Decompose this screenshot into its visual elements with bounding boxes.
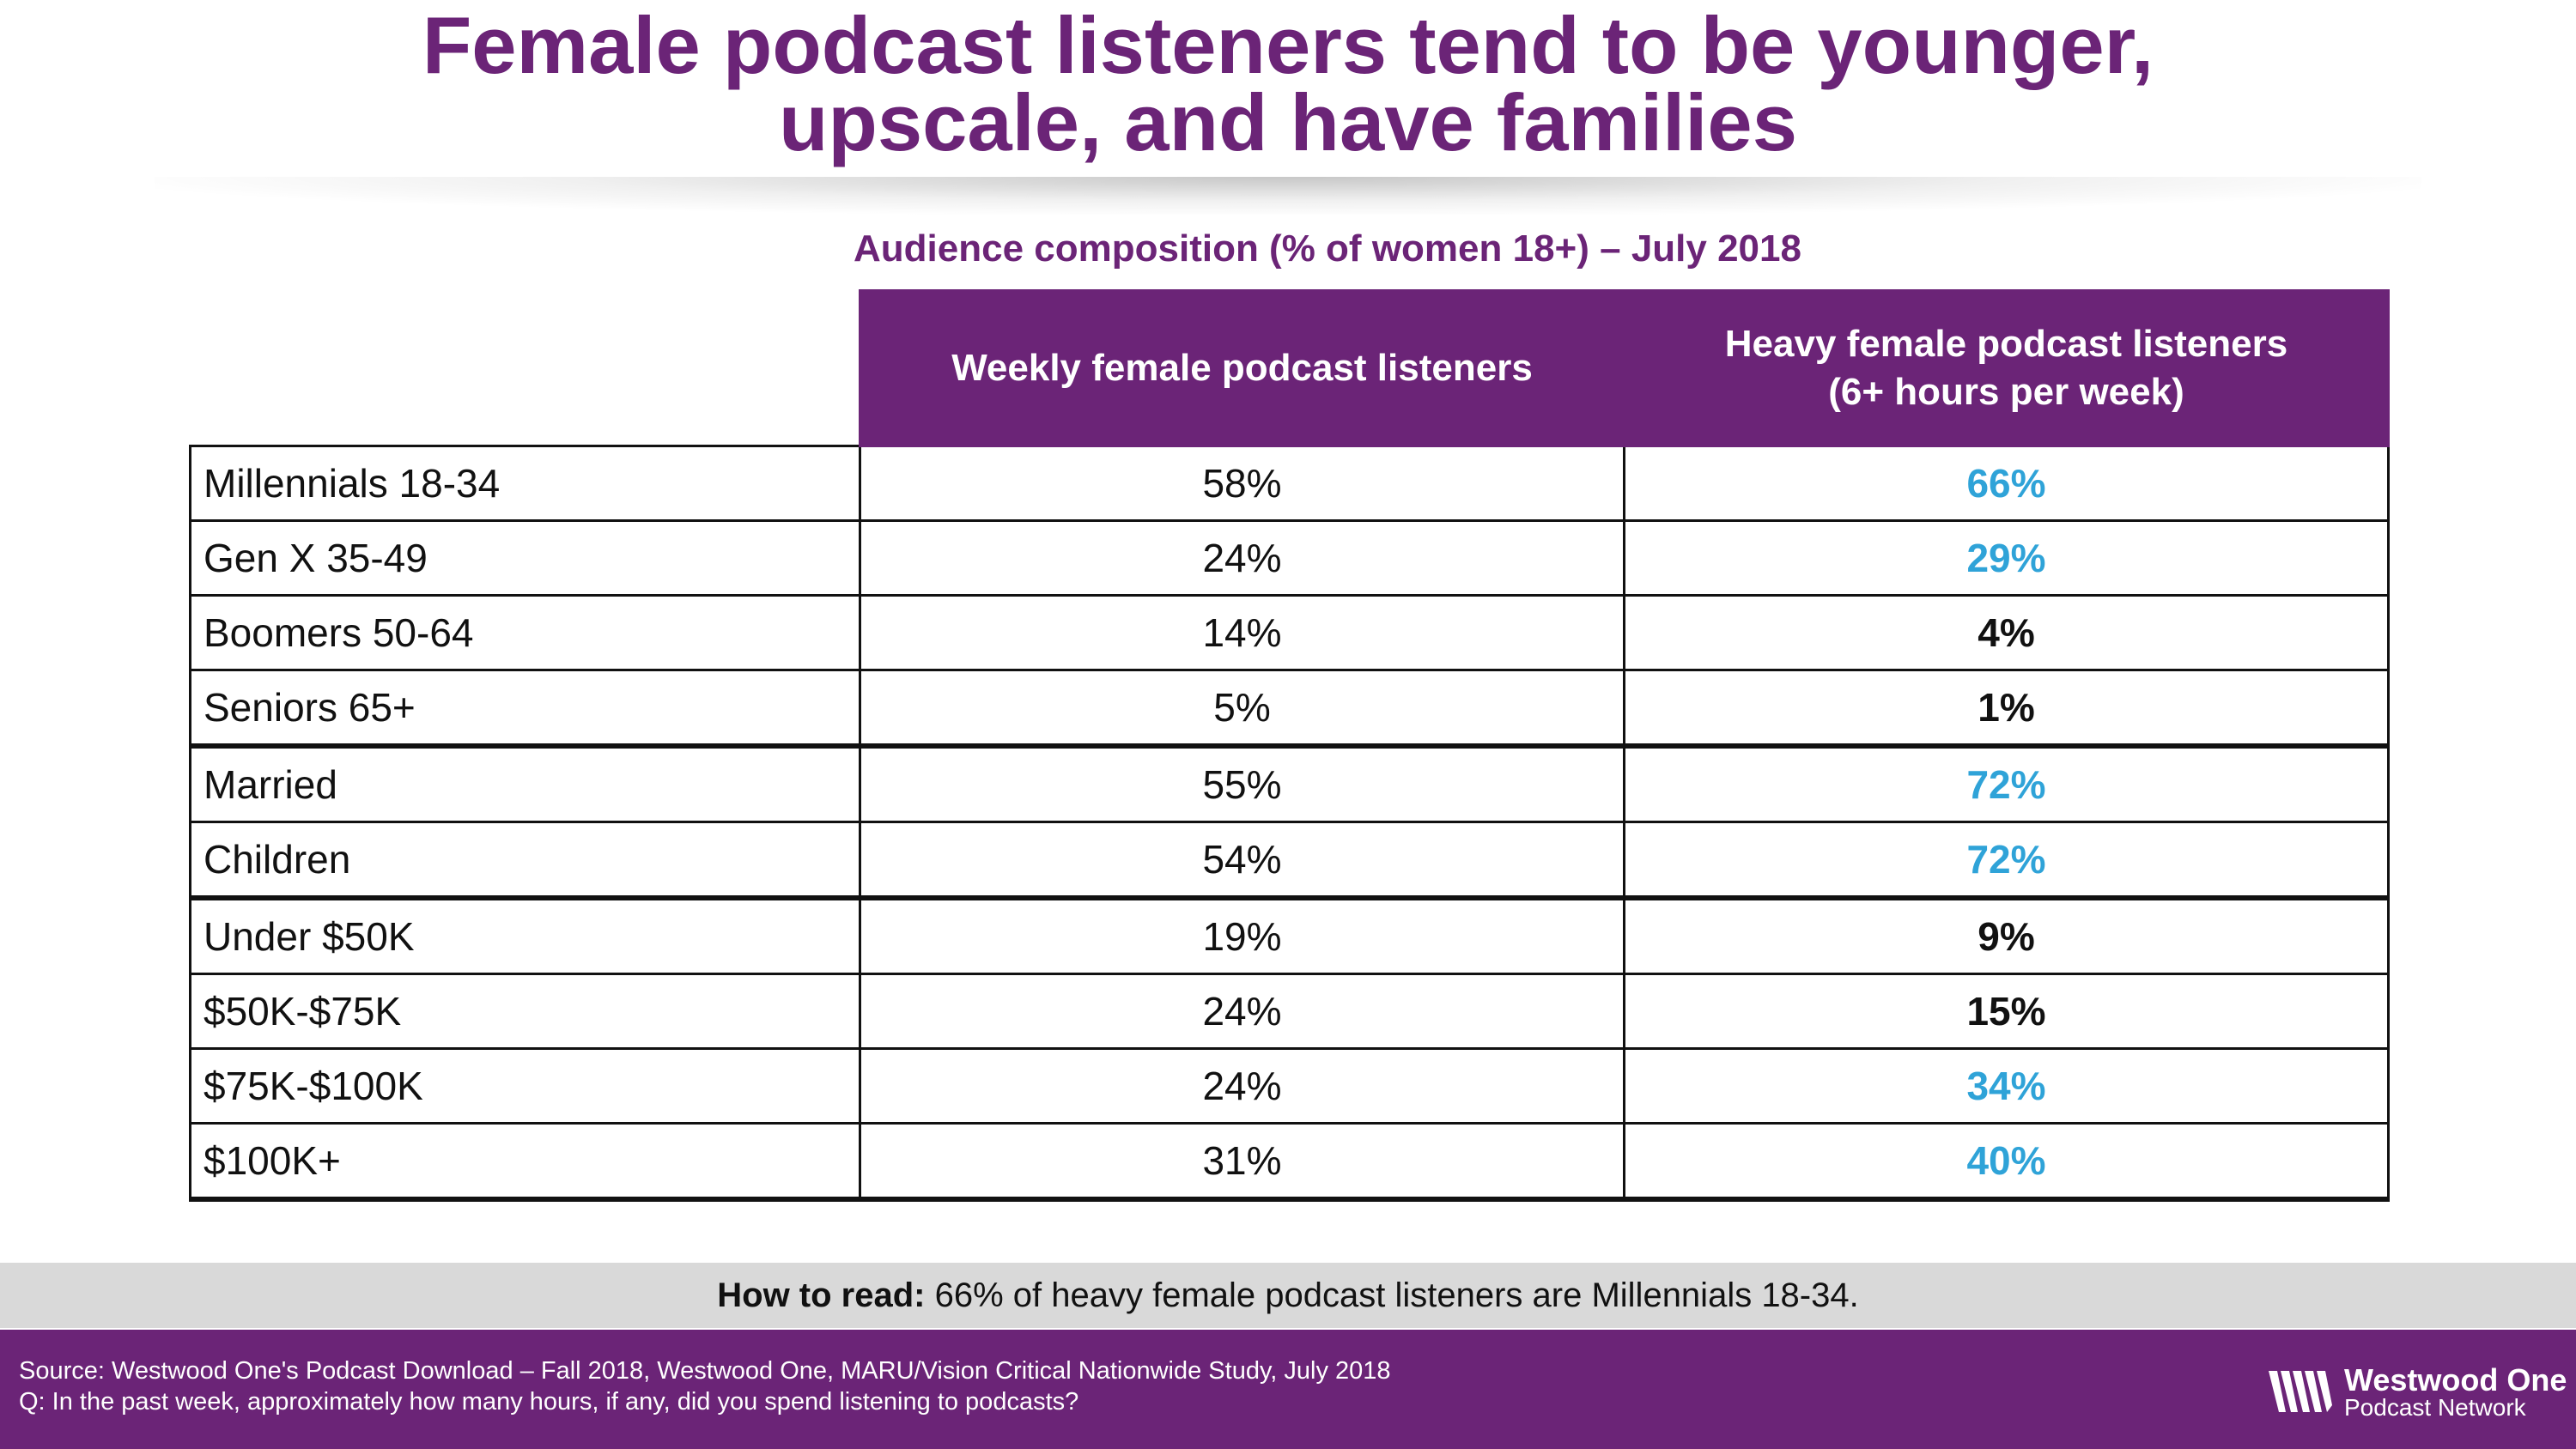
weekly-value: 24%	[859, 973, 1625, 1050]
row-label: Under $50K	[189, 895, 861, 975]
row-label: Married	[189, 743, 861, 823]
header-blank-cell	[191, 291, 860, 446]
source-line: Source: Westwood One's Podcast Download …	[19, 1357, 1391, 1385]
table-row: Children 54% 72%	[189, 821, 2390, 900]
westwood-one-logo: Westwood One Podcast Network	[2267, 1364, 2567, 1424]
how-to-read-label: How to read:	[717, 1276, 926, 1314]
heavy-value: 29%	[1623, 519, 2390, 597]
page-title: Female podcast listeners tend to be youn…	[0, 0, 2576, 167]
row-label: Seniors 65+	[189, 669, 861, 748]
heavy-value: 15%	[1623, 973, 2390, 1050]
footer-source: Source: Westwood One's Podcast Download …	[19, 1355, 1391, 1417]
header-heavy-line-1: Heavy female podcast listeners	[1724, 323, 2288, 365]
row-label: Millennials 18-34	[189, 445, 861, 522]
header-heavy: Heavy female podcast listeners (6+ hours…	[1623, 289, 2390, 447]
weekly-value: 55%	[859, 743, 1625, 823]
heavy-value: 72%	[1623, 821, 2390, 900]
table-row: $100K+ 31% 40%	[189, 1122, 2390, 1202]
heavy-value: 40%	[1623, 1122, 2390, 1202]
weekly-value: 31%	[859, 1122, 1625, 1202]
table-row: Gen X 35-49 24% 29%	[189, 519, 2390, 597]
westwood-one-logo-icon	[2269, 1371, 2332, 1412]
heavy-value: 9%	[1623, 895, 2390, 975]
table-row: Under $50K 19% 9%	[189, 895, 2390, 975]
table-row: Boomers 50-64 14% 4%	[189, 594, 2390, 671]
table-row: Seniors 65+ 5% 1%	[189, 669, 2390, 748]
weekly-value: 14%	[859, 594, 1625, 671]
chart-title: Audience composition (% of women 18+) – …	[854, 227, 1801, 270]
heavy-value: 34%	[1623, 1047, 2390, 1125]
weekly-value: 54%	[859, 821, 1625, 900]
weekly-value: 58%	[859, 445, 1625, 522]
weekly-value: 24%	[859, 1047, 1625, 1125]
weekly-value: 5%	[859, 669, 1625, 748]
table-header-row: Weekly female podcast listeners Heavy fe…	[191, 289, 2390, 447]
row-label: $50K-$75K	[189, 973, 861, 1050]
row-label: Gen X 35-49	[189, 519, 861, 597]
how-to-read-band: How to read: 66% of heavy female podcast…	[0, 1263, 2576, 1328]
heavy-value: 66%	[1623, 445, 2390, 522]
row-label: $100K+	[189, 1122, 861, 1202]
footer-bar: Source: Westwood One's Podcast Download …	[0, 1330, 2576, 1449]
row-label: Boomers 50-64	[189, 594, 861, 671]
heavy-value: 72%	[1623, 743, 2390, 823]
title-line-1: Female podcast listeners tend to be youn…	[422, 0, 2154, 90]
heavy-value: 1%	[1623, 669, 2390, 748]
table-row: $50K-$75K 24% 15%	[189, 973, 2390, 1050]
weekly-value: 19%	[859, 895, 1625, 975]
how-to-read-text: 66% of heavy female podcast listeners ar…	[925, 1276, 1859, 1314]
heavy-value: 4%	[1623, 594, 2390, 671]
table-body: Millennials 18-34 58% 66% Gen X 35-49 24% 29%…	[189, 445, 2390, 1202]
logo-subtitle: Podcast Network	[2344, 1394, 2526, 1421]
title-line-2: upscale, and have families	[779, 77, 1797, 167]
row-label: Children	[189, 821, 861, 900]
table-row: Millennials 18-34 58% 66%	[189, 445, 2390, 522]
audience-table: Weekly female podcast listeners Heavy fe…	[189, 289, 2390, 1202]
table-row: Married 55% 72%	[189, 743, 2390, 823]
row-label: $75K-$100K	[189, 1047, 861, 1125]
header-heavy-line-2: (6+ hours per week)	[1828, 371, 2184, 413]
logo-name: Westwood One	[2344, 1362, 2567, 1397]
title-divider-shadow	[155, 177, 2421, 215]
question-line: Q: In the past week, approximately how m…	[19, 1388, 1079, 1416]
table-row: $75K-$100K 24% 34%	[189, 1047, 2390, 1125]
header-weekly: Weekly female podcast listeners	[859, 289, 1625, 447]
weekly-value: 24%	[859, 519, 1625, 597]
